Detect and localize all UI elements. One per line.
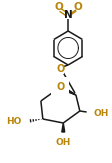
- Text: O: O: [54, 2, 63, 13]
- Text: O: O: [56, 82, 65, 92]
- Polygon shape: [62, 123, 65, 132]
- Text: O: O: [56, 64, 65, 74]
- Text: HO: HO: [6, 118, 21, 126]
- Polygon shape: [64, 88, 76, 95]
- Text: N: N: [64, 10, 72, 20]
- Text: OH: OH: [56, 138, 71, 147]
- Text: OH: OH: [93, 109, 109, 118]
- Text: O: O: [73, 2, 82, 13]
